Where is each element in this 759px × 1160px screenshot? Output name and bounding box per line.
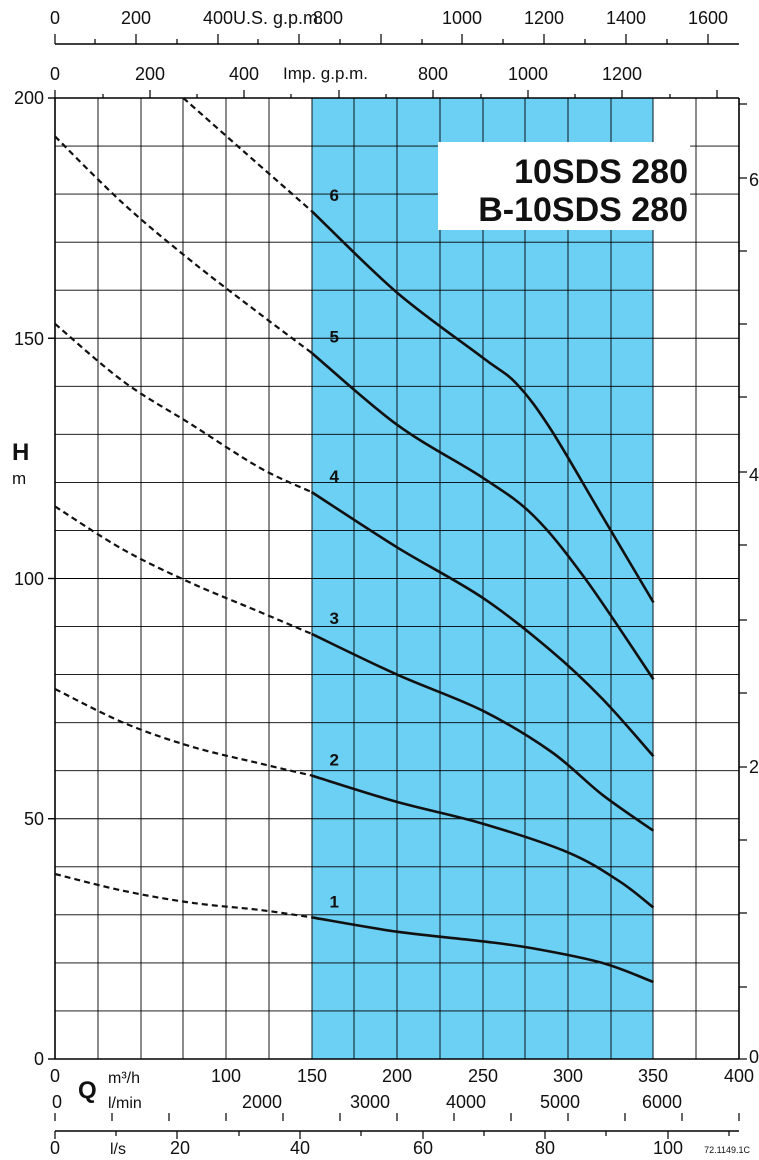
x-tick-label-m3h: 100 [211, 1066, 241, 1086]
curve-1-solid [311, 916, 654, 984]
us-gpm-label: U.S. g.p.m. [233, 8, 323, 28]
x-tick-label-m3h: 200 [382, 1066, 412, 1086]
axes [48, 34, 747, 1139]
y-tick-label: 200 [14, 88, 44, 108]
x-tick-label-m3h: 300 [553, 1066, 583, 1086]
curve-label-6: 6 [330, 186, 339, 205]
y-axis-unit: m [12, 469, 26, 488]
x-tick-label-ls: 100 [653, 1138, 683, 1158]
imp-gpm-label: Imp. g.p.m. [283, 64, 368, 83]
chart-title-line-1: 10SDS 280 [514, 153, 688, 191]
y-tick-label: 100 [14, 569, 44, 589]
imp-gpm-tick-label: 400 [229, 64, 259, 84]
curve-4-dashed [54, 322, 312, 493]
x-tick-label-lmin: 0 [52, 1092, 62, 1112]
x-tick-label-m3h: 350 [638, 1066, 668, 1086]
curve-5-dashed [54, 135, 313, 354]
curve-5-solid [310, 351, 655, 681]
us-gpm-tick-label: 400 [203, 8, 233, 28]
us-gpm-tick-label: 1600 [688, 8, 728, 28]
y-axis-label: H [12, 439, 29, 466]
x-tick-label-m3h: 400 [724, 1066, 754, 1086]
x-unit-m3h: m³/h [108, 1070, 140, 1087]
curve-label-1: 1 [330, 892, 339, 911]
curve-4-solid [310, 490, 655, 758]
x-tick-label-m3h: 250 [468, 1066, 498, 1086]
right-tick-label: 4 [749, 465, 759, 485]
imp-gpm-tick-label: 800 [418, 64, 448, 84]
imp-gpm-tick-label: 200 [135, 64, 165, 84]
y-tick-label: 0 [34, 1049, 44, 1069]
chart-title-line-2: B-10SDS 280 [478, 191, 688, 229]
x-tick-label-ls: 60 [413, 1138, 433, 1158]
title-background [438, 142, 690, 230]
grid [55, 98, 739, 1059]
y-tick-label: 150 [14, 329, 44, 349]
curve-label-5: 5 [330, 328, 339, 347]
curve-6-solid [310, 209, 655, 604]
us-gpm-tick-label: 1200 [524, 8, 564, 28]
us-gpm-tick-label: 800 [313, 8, 343, 28]
curve-label-3: 3 [330, 609, 339, 628]
x-tick-label-lmin: 5000 [540, 1092, 580, 1112]
y-tick-label: 50 [24, 809, 44, 829]
curve-labels: 1 2 3 4 5 6 [330, 186, 340, 911]
curve-2-solid [311, 774, 655, 909]
curves [54, 97, 655, 984]
x-tick-label-ls: 40 [290, 1138, 310, 1158]
x-tick-label-lmin: 3000 [350, 1092, 390, 1112]
x-tick-label-m3h: 0 [50, 1066, 60, 1086]
x-tick-label-ls: 20 [170, 1138, 190, 1158]
x-tick-label-ls: 0 [50, 1138, 60, 1158]
chart-code: 72.1149.1C [704, 1145, 750, 1155]
x-unit-ls: l/s [110, 1141, 126, 1158]
curve-6-dashed [182, 97, 313, 212]
right-tick-label: 0 [749, 1047, 759, 1067]
x-tick-label-lmin: 4000 [446, 1092, 486, 1112]
imp-gpm-tick-label: 0 [50, 64, 60, 84]
curve-2-dashed [54, 688, 312, 777]
x-tick-label-lmin: 2000 [242, 1092, 282, 1112]
x-tick-label-m3h: 150 [297, 1066, 327, 1086]
us-gpm-tick-label: 0 [50, 8, 60, 28]
x-axis-label: Q [78, 1077, 97, 1104]
x-unit-lmin: l/min [108, 1095, 142, 1112]
curve-label-2: 2 [330, 751, 339, 770]
us-gpm-tick-label: 1000 [442, 8, 482, 28]
curve-3-dashed [54, 505, 312, 635]
curve-label-4: 4 [330, 467, 340, 486]
curve-3-solid [310, 632, 655, 832]
x-tick-label-lmin: 6000 [642, 1092, 682, 1112]
x-tick-label-ls: 80 [535, 1138, 555, 1158]
imp-gpm-tick-label: 1000 [508, 64, 548, 84]
right-tick-label: 2 [749, 757, 759, 777]
us-gpm-tick-label: 200 [121, 8, 151, 28]
imp-gpm-tick-label: 1200 [602, 64, 642, 84]
curve-1-dashed [54, 872, 312, 919]
right-tick-label: 6 [749, 170, 759, 190]
us-gpm-tick-label: 1400 [606, 8, 646, 28]
